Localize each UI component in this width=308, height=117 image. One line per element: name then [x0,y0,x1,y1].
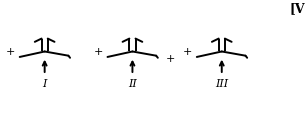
Text: +: + [94,47,103,57]
Text: +: + [183,47,192,57]
Text: +: + [166,53,176,64]
Text: +: + [6,47,15,57]
Text: III: III [215,79,228,89]
Text: [V: [V [289,2,305,15]
Text: II: II [128,79,137,89]
Text: I: I [43,79,47,89]
